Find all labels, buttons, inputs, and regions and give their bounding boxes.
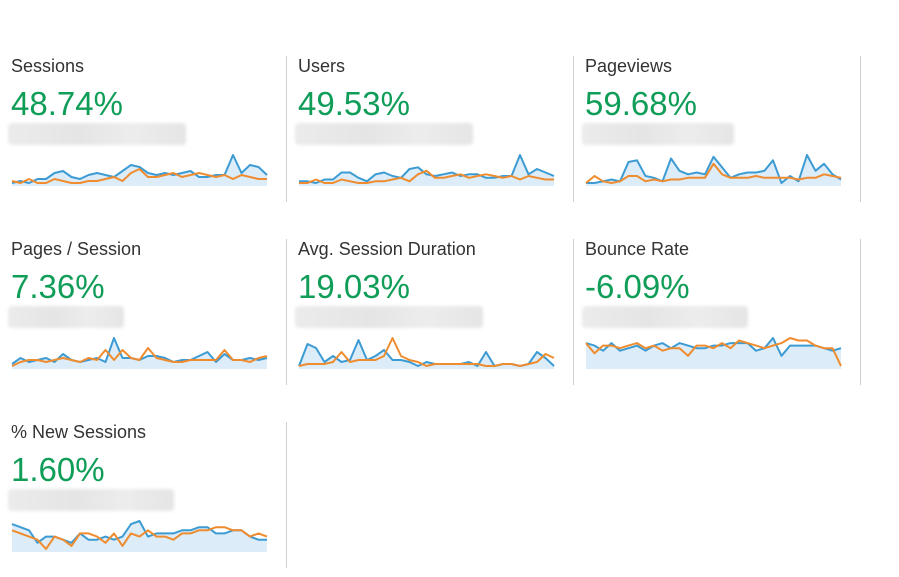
sparkline-chart <box>298 337 555 369</box>
metric-label: % New Sessions <box>11 422 147 442</box>
metric-percent-change: 7.36% <box>11 268 105 305</box>
sparkline-chart <box>11 520 268 552</box>
sparkline-area <box>586 338 841 369</box>
redacted-comparison-text <box>582 306 748 328</box>
sparkline-previous-line <box>11 526 268 550</box>
metric-card-new-sessions[interactable]: % New Sessions 1.60% <box>0 422 287 568</box>
metric-label: Avg. Session Duration <box>298 239 476 259</box>
metric-label: Users <box>298 56 346 76</box>
sparkline-current-line <box>586 154 842 184</box>
card-divider <box>286 239 287 385</box>
sparkline-current-line <box>585 337 842 357</box>
redacted-comparison-text <box>295 123 473 145</box>
metric-label: Sessions <box>11 56 85 76</box>
sparkline-previous-line <box>298 337 555 367</box>
sparkline-previous-line <box>299 169 554 184</box>
metric-percent-change: 49.53% <box>298 85 410 122</box>
metric-label: Pageviews <box>585 56 673 76</box>
metric-percent-change: 48.74% <box>11 85 123 122</box>
metric-percent-change: 59.68% <box>585 85 697 122</box>
sparkline-chart <box>11 154 268 186</box>
card-divider <box>573 56 574 202</box>
sparkline-previous-line <box>585 337 842 367</box>
metric-percent-change: 1.60% <box>11 451 105 488</box>
card-divider <box>286 422 287 568</box>
metric-card-avg-session-duration[interactable]: Avg. Session Duration 19.03% <box>287 239 574 385</box>
sparkline-previous-line <box>11 347 268 367</box>
sparkline-previous-line <box>11 168 267 184</box>
metric-card-users[interactable]: Users 49.53% <box>287 56 574 202</box>
sparkline-previous-line <box>585 162 842 184</box>
metric-label: Pages / Session <box>11 239 142 259</box>
sparkline-chart <box>299 154 555 186</box>
redacted-comparison-text <box>8 489 174 511</box>
card-divider <box>860 239 861 385</box>
sparkline-chart <box>11 337 268 369</box>
card-divider <box>860 56 861 202</box>
sparkline-chart <box>585 154 842 186</box>
redacted-comparison-text <box>8 123 186 145</box>
card-divider <box>573 239 574 385</box>
redacted-comparison-text <box>582 123 734 145</box>
redacted-comparison-text <box>8 306 124 328</box>
metric-card-sessions[interactable]: Sessions 48.74% <box>0 56 287 202</box>
metric-percent-change: -6.09% <box>585 268 690 305</box>
metric-card-pages-per-session[interactable]: Pages / Session 7.36% <box>0 239 287 385</box>
metric-card-bounce-rate[interactable]: Bounce Rate -6.09% <box>574 239 861 385</box>
metric-label: Bounce Rate <box>585 239 690 259</box>
metric-percent-change: 19.03% <box>298 268 410 305</box>
card-divider <box>286 56 287 202</box>
redacted-comparison-text <box>295 306 483 328</box>
sparkline-area <box>299 340 554 369</box>
metric-card-pageviews[interactable]: Pageviews 59.68% <box>574 56 861 202</box>
sparkline-chart <box>585 337 842 369</box>
